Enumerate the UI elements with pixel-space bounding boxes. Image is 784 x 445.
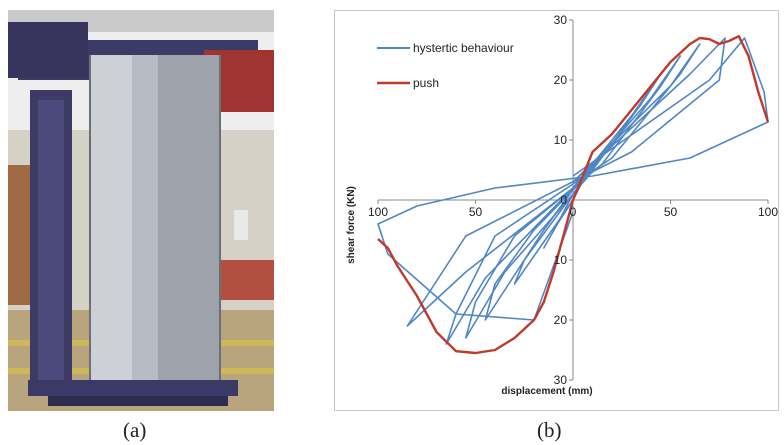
legend-label-hysteretic: hystertic behaviour: [413, 41, 514, 55]
hysteretic-loop: [377, 37, 769, 321]
y-tick-label: 10: [554, 133, 568, 147]
push-curve-negative: [377, 199, 575, 355]
y-tick-label: 10: [554, 253, 568, 267]
x-tick-label: 50: [664, 205, 678, 219]
hysteretic-loop: [406, 37, 726, 327]
x-axis-label: displacement (mm): [501, 386, 592, 397]
y-tick-label: 30: [554, 373, 568, 387]
series-hysteretic: [377, 37, 769, 345]
y-tick-label: 20: [554, 73, 568, 87]
caption-a: (a): [123, 418, 147, 442]
x-tick-label: 50: [469, 205, 483, 219]
hysteresis-chart: 100 50 0 50 100 30 20 10 0 10 20 30 hystertic behav…: [334, 10, 779, 411]
legend-label-push: push: [413, 76, 439, 90]
hysteretic-loop: [484, 73, 662, 321]
caption-b: (b): [537, 418, 562, 442]
push-curve-positive: [571, 35, 770, 201]
test-rig-photo: [8, 10, 274, 411]
y-tick-label: 0: [560, 193, 567, 207]
x-tick-label: 0: [570, 205, 577, 219]
series-push: [377, 35, 770, 355]
y-tick-label: 20: [554, 313, 568, 327]
y-axis-label: shear force (KN): [346, 186, 357, 264]
y-tick-label: 30: [554, 13, 568, 27]
x-tick-label: 100: [368, 205, 388, 219]
hysteretic-loop: [445, 43, 701, 345]
chart-legend: hystertic behaviour push: [377, 41, 514, 90]
x-tick-label: 100: [758, 205, 778, 219]
